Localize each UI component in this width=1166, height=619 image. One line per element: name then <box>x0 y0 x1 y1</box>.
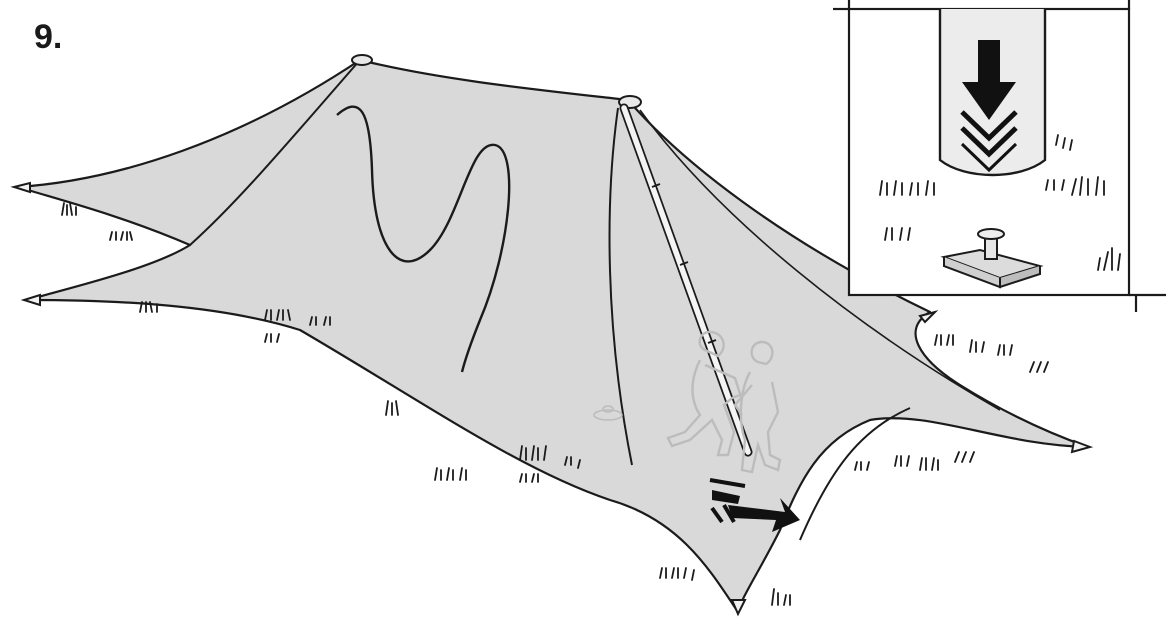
tent-pole <box>619 103 753 457</box>
inset-detail-box <box>833 0 1166 312</box>
canopy-seam-center <box>608 107 633 466</box>
down-arrow-icon <box>960 40 1018 173</box>
canopy-seam-front <box>799 407 911 541</box>
canopy-seam-wave <box>336 105 511 373</box>
corner-tip-left-lower <box>20 293 41 307</box>
corner-tip-left-upper <box>10 181 31 194</box>
canopy-seam-back-right <box>639 109 1001 411</box>
tent-canopy <box>16 58 1090 614</box>
people-raising-pole <box>666 330 782 474</box>
corner-tip-bottom <box>730 599 747 617</box>
canopy-seam-left <box>189 59 361 246</box>
grass-tufts <box>61 202 1049 606</box>
inset-grass <box>879 134 1121 271</box>
ground-anchor-small <box>593 405 623 421</box>
corner-tip-mid-right <box>918 310 939 324</box>
peak-cap-left <box>351 54 373 66</box>
step-number: 9. <box>34 18 63 56</box>
push-arrow-icon <box>709 478 800 532</box>
corner-tip-right <box>1070 439 1094 454</box>
ground-anchor-icon <box>940 228 1044 289</box>
